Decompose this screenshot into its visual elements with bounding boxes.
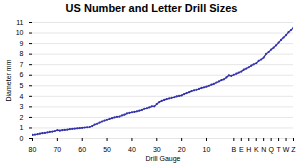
svg-text:Q: Q bbox=[268, 146, 274, 154]
svg-text:Diameter mm: Diameter mm bbox=[5, 59, 12, 101]
svg-text:50: 50 bbox=[103, 146, 111, 153]
svg-text:E: E bbox=[239, 146, 244, 153]
svg-text:Z: Z bbox=[291, 146, 296, 153]
svg-text:70: 70 bbox=[53, 146, 61, 153]
svg-text:8: 8 bbox=[20, 50, 24, 57]
svg-text:5: 5 bbox=[20, 82, 24, 89]
svg-text:20: 20 bbox=[178, 146, 186, 153]
svg-text:K: K bbox=[254, 146, 259, 153]
svg-text:1: 1 bbox=[20, 124, 24, 131]
svg-text:B: B bbox=[232, 146, 237, 153]
svg-text:80: 80 bbox=[29, 146, 37, 153]
svg-text:W: W bbox=[283, 146, 290, 153]
svg-text:40: 40 bbox=[128, 146, 136, 153]
svg-text:H: H bbox=[246, 146, 251, 153]
svg-text:60: 60 bbox=[78, 146, 86, 153]
svg-text:9: 9 bbox=[20, 40, 24, 47]
svg-text:2: 2 bbox=[20, 114, 24, 121]
svg-text:N: N bbox=[261, 146, 266, 153]
svg-text:11: 11 bbox=[16, 19, 23, 26]
svg-text:0: 0 bbox=[20, 135, 24, 142]
svg-text:Drill Gauge: Drill Gauge bbox=[145, 155, 180, 163]
svg-text:6: 6 bbox=[20, 71, 24, 78]
svg-text:30: 30 bbox=[153, 146, 161, 153]
svg-text:T: T bbox=[276, 146, 281, 153]
svg-text:10: 10 bbox=[16, 29, 24, 36]
svg-text:7: 7 bbox=[20, 61, 24, 68]
html-text:US Number and Letter Drill Siz: US Number and Letter Drill Sizes bbox=[65, 2, 238, 14]
svg-text:4: 4 bbox=[20, 93, 24, 100]
svg-text:10: 10 bbox=[203, 146, 211, 153]
svg-text:3: 3 bbox=[20, 103, 24, 110]
